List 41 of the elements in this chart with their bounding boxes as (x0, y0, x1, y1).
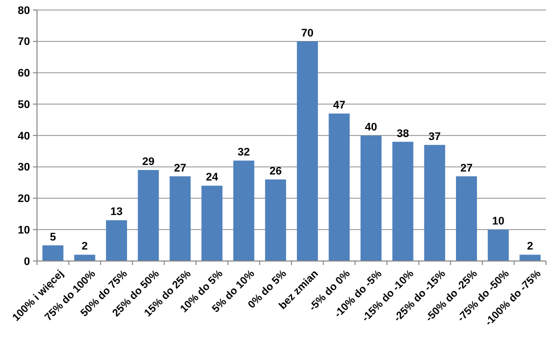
bar (296, 41, 318, 261)
bar (520, 254, 541, 261)
bar (328, 114, 350, 261)
y-tick-label: 40 (18, 130, 30, 142)
bar (456, 176, 477, 261)
bar (233, 160, 254, 261)
y-tick-label: 20 (18, 193, 30, 206)
data-label: 29 (142, 156, 154, 168)
data-label: 2 (527, 240, 534, 253)
y-tick-label: 80 (18, 4, 30, 17)
data-label: 27 (460, 162, 473, 174)
bar (170, 176, 191, 261)
data-label: 32 (238, 146, 250, 159)
bar (138, 170, 159, 261)
data-label: 47 (333, 100, 346, 112)
data-label: 2 (82, 240, 88, 253)
data-label: 40 (364, 122, 378, 134)
data-label: 26 (269, 165, 282, 178)
y-tick-label: 60 (18, 68, 30, 80)
data-label: 27 (174, 162, 186, 174)
data-label: 13 (110, 206, 123, 218)
bar (392, 142, 414, 261)
y-tick-label: 10 (18, 224, 30, 236)
bar (360, 136, 382, 261)
y-tick-label: 0 (24, 256, 30, 268)
bar (106, 220, 128, 261)
y-tick-label: 50 (18, 98, 30, 111)
y-tick-label: 30 (18, 162, 30, 174)
data-label: 38 (396, 128, 409, 140)
y-tick-label: 70 (18, 36, 30, 48)
data-label: 70 (301, 27, 314, 40)
bar (424, 144, 446, 261)
bar (265, 179, 286, 261)
data-label: 37 (428, 130, 441, 143)
bar (488, 230, 509, 261)
data-label: 10 (492, 216, 504, 228)
bar (74, 254, 96, 261)
bar (42, 245, 64, 261)
bar (201, 186, 222, 261)
data-label: 5 (50, 231, 56, 244)
data-label: 24 (206, 172, 219, 184)
